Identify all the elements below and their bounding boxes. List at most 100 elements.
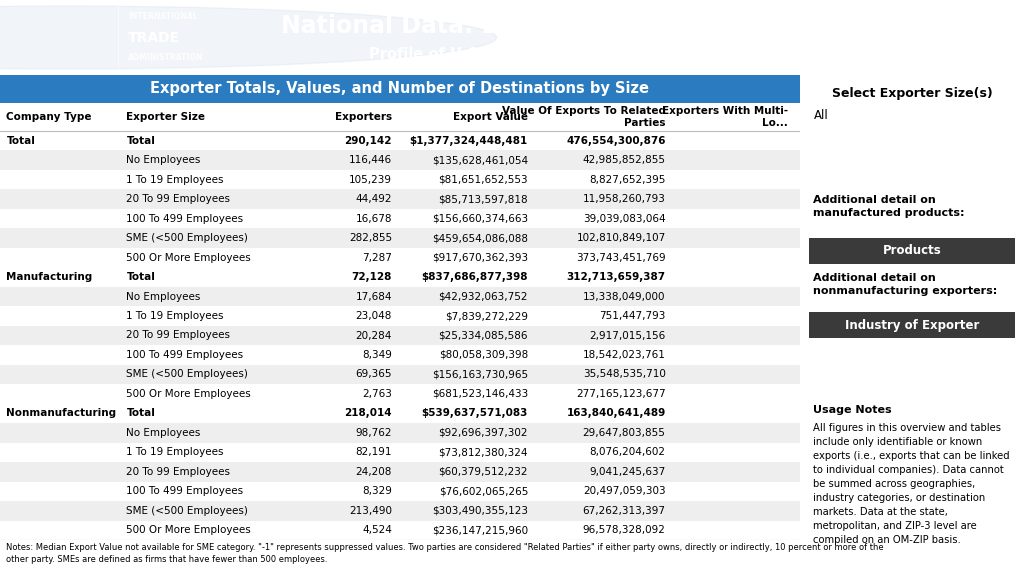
FancyBboxPatch shape: [0, 248, 800, 267]
Text: $681,523,146,433: $681,523,146,433: [432, 389, 528, 399]
Text: 96,578,328,092: 96,578,328,092: [583, 525, 666, 535]
Text: $81,651,652,553: $81,651,652,553: [438, 175, 528, 185]
Text: 277,165,123,677: 277,165,123,677: [575, 389, 666, 399]
FancyBboxPatch shape: [0, 306, 800, 326]
Text: 100 To 499 Employees: 100 To 499 Employees: [126, 486, 244, 497]
Text: $837,686,877,398: $837,686,877,398: [422, 272, 528, 282]
Text: National Data: Exporter Characteristics: National Data: Exporter Characteristics: [281, 14, 805, 38]
FancyBboxPatch shape: [0, 103, 800, 131]
Text: $60,379,512,232: $60,379,512,232: [438, 467, 528, 477]
FancyBboxPatch shape: [0, 501, 800, 521]
Text: 17,684: 17,684: [355, 291, 392, 302]
Text: No Employees: No Employees: [126, 155, 201, 165]
Text: 23,048: 23,048: [355, 311, 392, 321]
Text: All figures in this overview and tables
include only identifiable or known
expor: All figures in this overview and tables …: [813, 423, 1010, 545]
Text: 2,917,015,156: 2,917,015,156: [590, 331, 666, 340]
Text: $25,334,085,586: $25,334,085,586: [438, 331, 528, 340]
Text: Exporter Totals, Values, and Number of Destinations by Size: Exporter Totals, Values, and Number of D…: [151, 81, 649, 97]
Text: Total: Total: [126, 408, 156, 418]
Text: 98,762: 98,762: [355, 428, 392, 438]
Text: $80,058,309,398: $80,058,309,398: [438, 350, 528, 360]
FancyBboxPatch shape: [0, 345, 800, 365]
Text: 11,958,260,793: 11,958,260,793: [583, 194, 666, 204]
Text: Additional detail on
manufactured products:: Additional detail on manufactured produc…: [813, 195, 965, 218]
Text: 44,492: 44,492: [355, 194, 392, 204]
Text: 290,142: 290,142: [344, 136, 392, 146]
Text: $236,147,215,960: $236,147,215,960: [432, 525, 528, 535]
Text: $459,654,086,088: $459,654,086,088: [432, 233, 528, 243]
Text: 16,678: 16,678: [355, 214, 392, 223]
Text: Manufacturing: Manufacturing: [6, 272, 92, 282]
Text: 213,490: 213,490: [349, 506, 392, 516]
Text: 373,743,451,769: 373,743,451,769: [575, 253, 666, 263]
Text: $42,932,063,752: $42,932,063,752: [438, 291, 528, 302]
Text: 20 To 99 Employees: 20 To 99 Employees: [126, 194, 230, 204]
Text: 100 To 499 Employees: 100 To 499 Employees: [126, 214, 244, 223]
Text: 24,208: 24,208: [355, 467, 392, 477]
FancyBboxPatch shape: [809, 312, 1015, 338]
FancyBboxPatch shape: [809, 238, 1015, 264]
Text: 9,041,245,637: 9,041,245,637: [590, 467, 666, 477]
Text: $303,490,355,123: $303,490,355,123: [432, 506, 528, 516]
Text: 218,014: 218,014: [344, 408, 392, 418]
Text: $92,696,397,302: $92,696,397,302: [438, 428, 528, 438]
Text: 72,128: 72,128: [351, 272, 392, 282]
Text: Total: Total: [6, 136, 35, 146]
Text: 7,287: 7,287: [362, 253, 392, 263]
Text: Industry of Exporter: Industry of Exporter: [845, 319, 979, 332]
Text: INTERNATIONAL: INTERNATIONAL: [128, 12, 198, 21]
Text: 1 To 19 Employees: 1 To 19 Employees: [126, 311, 224, 321]
Text: $539,637,571,083: $539,637,571,083: [422, 408, 528, 418]
Text: 4,524: 4,524: [362, 525, 392, 535]
Text: $917,670,362,393: $917,670,362,393: [432, 253, 528, 263]
Text: 8,329: 8,329: [362, 486, 392, 497]
FancyBboxPatch shape: [0, 326, 800, 345]
Text: Exporters: Exporters: [335, 112, 392, 122]
Text: 42,985,852,855: 42,985,852,855: [583, 155, 666, 165]
Text: Total: Total: [126, 272, 156, 282]
FancyBboxPatch shape: [0, 190, 800, 209]
FancyBboxPatch shape: [0, 384, 800, 404]
Text: 8,827,652,395: 8,827,652,395: [589, 175, 666, 185]
Text: 105,239: 105,239: [349, 175, 392, 185]
Text: Value Of Exports To Related
Parties: Value Of Exports To Related Parties: [502, 106, 666, 128]
FancyBboxPatch shape: [0, 209, 800, 228]
Text: Export Value: Export Value: [453, 112, 528, 122]
Text: $7,839,272,229: $7,839,272,229: [445, 311, 528, 321]
Text: $85,713,597,818: $85,713,597,818: [438, 194, 528, 204]
Text: 1 To 19 Employees: 1 To 19 Employees: [126, 448, 224, 457]
Text: Exporter Size: Exporter Size: [126, 112, 206, 122]
Text: 20,284: 20,284: [355, 331, 392, 340]
Text: All: All: [813, 109, 828, 122]
FancyBboxPatch shape: [0, 228, 800, 248]
Text: $1,377,324,448,481: $1,377,324,448,481: [410, 136, 528, 146]
Text: 282,855: 282,855: [349, 233, 392, 243]
FancyBboxPatch shape: [0, 170, 800, 190]
FancyBboxPatch shape: [0, 150, 800, 170]
FancyBboxPatch shape: [0, 423, 800, 442]
Text: Company Type: Company Type: [6, 112, 92, 122]
Text: 35,548,535,710: 35,548,535,710: [583, 369, 666, 380]
Text: 500 Or More Employees: 500 Or More Employees: [126, 389, 251, 399]
Text: 2,763: 2,763: [362, 389, 392, 399]
Text: 69,365: 69,365: [355, 369, 392, 380]
FancyBboxPatch shape: [0, 442, 800, 462]
Text: ADMINISTRATION: ADMINISTRATION: [128, 52, 204, 62]
FancyBboxPatch shape: [0, 482, 800, 501]
Text: 8,349: 8,349: [362, 350, 392, 360]
Text: SME (<500 Employees): SME (<500 Employees): [126, 233, 248, 243]
Text: Select Exporter Size(s): Select Exporter Size(s): [831, 87, 992, 100]
Text: Exporters With Multi-
Lo...: Exporters With Multi- Lo...: [662, 106, 788, 128]
Text: 1 To 19 Employees: 1 To 19 Employees: [126, 175, 224, 185]
Text: 116,446: 116,446: [349, 155, 392, 165]
Text: No Employees: No Employees: [126, 291, 201, 302]
Text: 102,810,849,107: 102,810,849,107: [577, 233, 666, 243]
Text: 312,713,659,387: 312,713,659,387: [566, 272, 666, 282]
Text: $156,660,374,663: $156,660,374,663: [432, 214, 528, 223]
Text: 18,542,023,761: 18,542,023,761: [583, 350, 666, 360]
FancyBboxPatch shape: [0, 404, 800, 423]
Text: 29,647,803,855: 29,647,803,855: [583, 428, 666, 438]
FancyBboxPatch shape: [0, 521, 800, 540]
Text: Products: Products: [883, 244, 941, 257]
Text: Profile of U.S. Exporting Companies, 2017: Profile of U.S. Exporting Companies, 201…: [369, 47, 717, 62]
